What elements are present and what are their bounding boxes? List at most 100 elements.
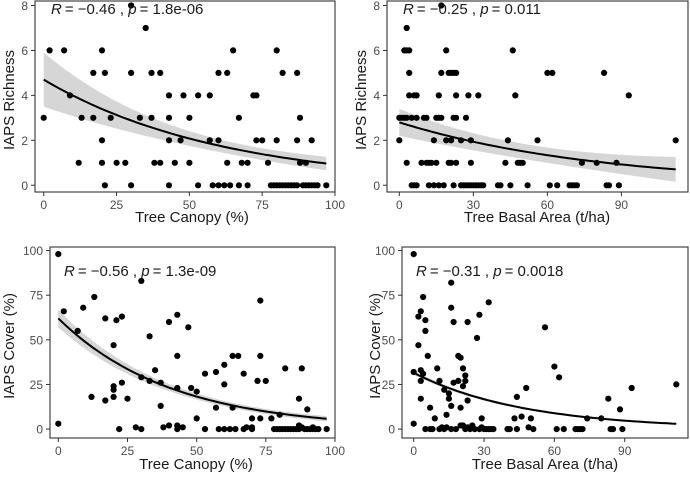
data-point <box>118 379 125 386</box>
data-point <box>165 422 173 429</box>
y-tick-label: 0 <box>388 423 395 437</box>
panel-border <box>34 0 336 193</box>
data-point <box>445 390 452 397</box>
data-point <box>410 420 417 427</box>
data-point <box>450 318 457 326</box>
data-point <box>224 159 231 166</box>
x-tick-label: 0 <box>410 444 417 458</box>
data-point <box>314 182 321 189</box>
data-point <box>160 424 167 431</box>
data-point <box>448 279 455 286</box>
x-axis-title: Tree Canopy (%) <box>139 456 253 473</box>
data-point <box>40 114 47 121</box>
data-point <box>174 426 181 433</box>
x-tick-label: 100 <box>325 198 345 212</box>
data-point <box>462 114 470 121</box>
x-axis-title: Tree Canopy (%) <box>135 209 249 226</box>
data-point <box>128 2 135 9</box>
x-tick-label: 60 <box>541 198 555 212</box>
data-point <box>453 69 460 76</box>
y-tick-label: 2 <box>21 134 28 148</box>
plot-area: 0 25 50 75 100 0 2 4 6 8 <box>21 0 345 212</box>
data-point <box>282 365 289 372</box>
correlation-annotation: R = −0.31 , p = 0.0018 <box>416 263 563 280</box>
data-point <box>294 137 301 144</box>
y-tick-label: 50 <box>30 333 44 347</box>
data-point <box>406 92 413 99</box>
data-point <box>422 327 429 334</box>
data-point <box>132 424 139 431</box>
data-point <box>215 426 222 433</box>
data-point <box>113 159 120 166</box>
x-tick-label: 25 <box>110 198 124 212</box>
data-point <box>408 114 415 121</box>
data-point <box>174 352 181 359</box>
data-point <box>98 137 106 144</box>
data-point <box>615 182 623 189</box>
data-point <box>323 426 330 433</box>
plot-area: 0 30 60 90 0 2 4 6 8 <box>373 0 689 212</box>
data-point <box>443 424 450 431</box>
data-point <box>215 182 222 189</box>
data-point <box>259 137 266 144</box>
data-point <box>513 393 521 400</box>
y-tick-label: 75 <box>30 289 44 303</box>
data-point <box>556 374 563 381</box>
data-point <box>427 404 434 411</box>
data-point <box>475 92 482 99</box>
data-point <box>268 415 275 422</box>
data-point <box>193 388 200 395</box>
data-point <box>221 361 228 368</box>
data-point <box>502 159 509 166</box>
data-point <box>506 426 513 433</box>
data-point <box>413 114 420 121</box>
data-point <box>148 69 155 76</box>
data-point <box>616 406 624 413</box>
data-point <box>560 426 567 433</box>
fit-line <box>43 78 327 165</box>
data-point <box>504 137 511 144</box>
fit-line <box>413 371 677 425</box>
data-point <box>673 381 680 388</box>
data-point <box>118 313 125 320</box>
data-point <box>519 159 526 166</box>
data-point <box>420 293 427 301</box>
data-point <box>193 415 200 422</box>
data-point <box>212 404 220 411</box>
x-tick-label: 75 <box>259 444 273 458</box>
data-point <box>101 182 108 189</box>
data-point <box>55 420 62 427</box>
data-point <box>459 383 467 390</box>
data-point <box>90 69 97 76</box>
data-point <box>525 424 532 431</box>
y-tick-label: 4 <box>21 89 28 103</box>
panel-richness-basal-area: 0 30 60 90 0 2 4 6 8 R = −0.25 , p = 0.011 Tree Ba… <box>353 0 689 226</box>
data-point <box>206 92 213 99</box>
data-point <box>434 365 441 372</box>
data-point <box>443 47 450 54</box>
data-point <box>254 377 261 384</box>
data-point <box>185 324 192 331</box>
data-point <box>509 47 516 54</box>
panel-border <box>401 246 689 439</box>
data-point <box>440 182 447 189</box>
data-point <box>406 69 413 76</box>
data-point <box>146 333 153 340</box>
data-point <box>294 182 301 189</box>
data-point <box>448 426 455 433</box>
x-tick-label: 90 <box>618 444 632 458</box>
data-point <box>148 114 155 121</box>
data-point <box>478 415 485 422</box>
data-point <box>257 297 264 304</box>
data-point <box>415 313 422 320</box>
data-point <box>448 159 455 166</box>
data-point <box>448 304 455 311</box>
data-point <box>221 182 228 189</box>
data-point <box>188 384 195 392</box>
data-point <box>448 137 455 144</box>
data-point <box>264 159 272 166</box>
x-tick-label: 50 <box>190 444 204 458</box>
x-tick-label: 0 <box>55 444 62 458</box>
data-point <box>243 424 250 431</box>
data-point <box>171 159 178 166</box>
